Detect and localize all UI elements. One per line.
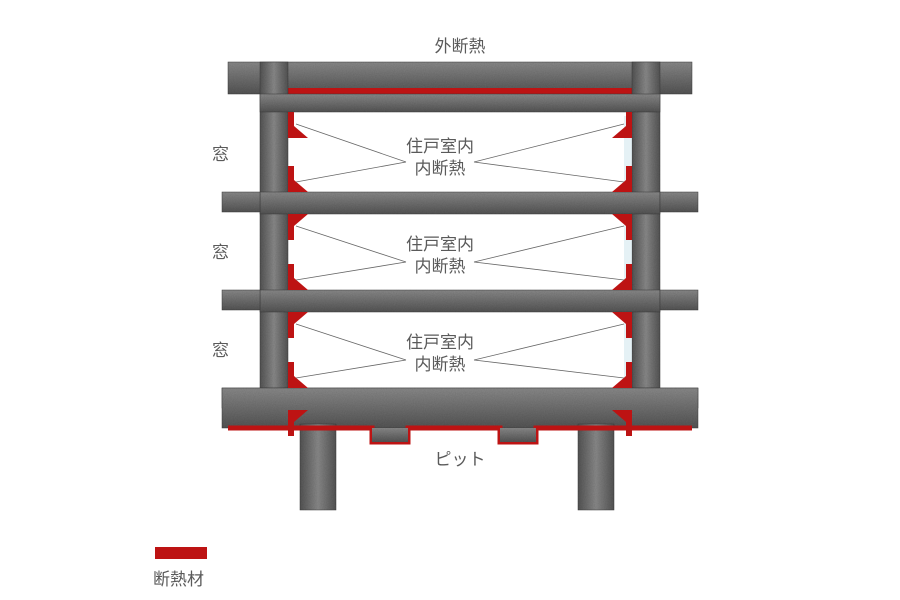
legend-label: 断熱材 — [153, 565, 204, 590]
window-label-1: 窓 — [212, 140, 229, 165]
window-label-2: 窓 — [212, 238, 229, 263]
window-label-3: 窓 — [212, 336, 229, 361]
pit-label: ピット — [400, 445, 520, 470]
title-top: 外断熱 — [400, 32, 520, 57]
diagram-svg — [0, 0, 900, 600]
room-label-2-bot: 内断熱 — [380, 252, 500, 277]
legend-swatch — [155, 547, 207, 559]
room-label-1-bot: 内断熱 — [380, 154, 500, 179]
room-label-3-bot: 内断熱 — [380, 350, 500, 375]
diagram-stage: 外断熱 ピット 窓 窓 窓 住戸室内 内断熱 住戸室内 内断熱 住戸室内 内断熱… — [0, 0, 900, 600]
